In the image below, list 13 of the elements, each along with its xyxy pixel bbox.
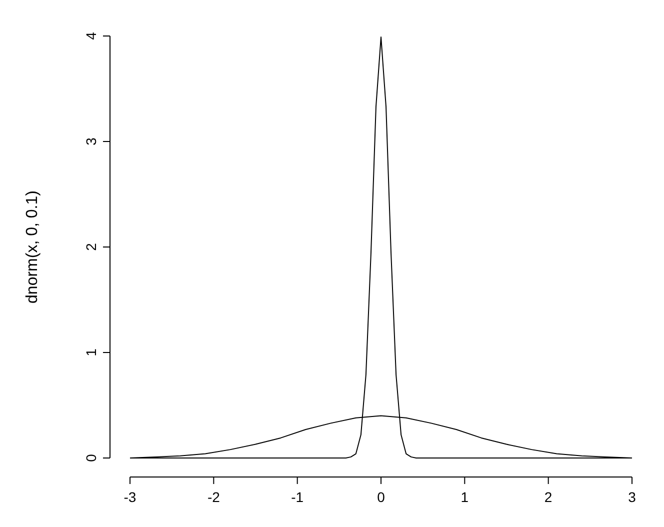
y-tick-label: 2: [83, 242, 99, 251]
x-tick-label: 1: [460, 489, 469, 505]
y-tick-label: 0: [83, 454, 99, 462]
x-tick-label: 2: [544, 489, 552, 505]
x-tick-label: 0: [377, 489, 386, 505]
x-tick-label: -3: [124, 489, 136, 505]
x-tick-label: -2: [207, 489, 220, 505]
y-axis-title: dnorm(x, 0, 0.1): [24, 190, 41, 304]
x-tick-label: 3: [628, 489, 636, 505]
y-tick-label: 1: [83, 348, 99, 356]
y-tick-label: 3: [83, 137, 99, 146]
y-tick-label: 4: [83, 32, 99, 40]
x-tick-label: -1: [291, 489, 304, 505]
